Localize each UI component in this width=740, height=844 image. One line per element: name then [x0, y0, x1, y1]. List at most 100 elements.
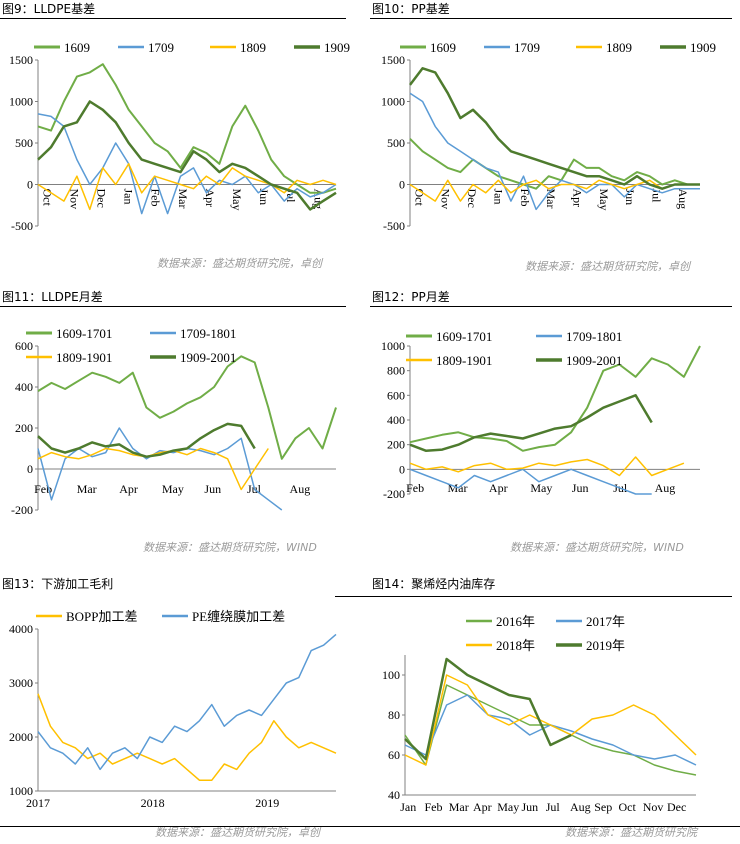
y-tick-label: 100 [382, 668, 400, 682]
series-line [37, 113, 337, 215]
x-tick-label: Nov [643, 800, 664, 814]
y-tick-label: -500 [11, 219, 33, 233]
legend-label: 1809-1901 [56, 350, 112, 365]
y-tick-label: 600 [387, 388, 405, 402]
source-note: 数据来源：盛达期货研究院，卓创 [525, 260, 690, 273]
panel-pp-spread: 图12：PP月差 -200 0 200 400 600 800 1000 Feb Mar Apr M… [370, 288, 740, 558]
x-tick-label: Nov [439, 189, 453, 210]
panel-pp-basis: 图10：PP基差 -500 0 500 1000 1500 Oct Nov Dec Jan Feb… [370, 0, 740, 275]
source-note: 数据来源：盛达期货研究院 [565, 826, 697, 839]
y-tick-label: 1000 [381, 339, 405, 353]
y-tick-label: 1000 [381, 95, 405, 109]
legend-label: 1809 [240, 40, 266, 55]
legend-label: 2017年 [586, 614, 625, 629]
panel-title: 图12：PP月差 [372, 290, 450, 304]
title-rule [335, 596, 732, 597]
x-tick-label: Apr [473, 800, 492, 814]
y-tick-label: 500 [15, 136, 33, 150]
series-line [37, 63, 337, 194]
x-tick-label: Jan [122, 189, 136, 205]
x-tick-label: Nov [67, 189, 81, 210]
series-line [37, 163, 337, 211]
series-line [409, 67, 700, 190]
x-tick-label: Jun [572, 481, 589, 495]
x-tick-label: Oct [618, 800, 636, 814]
y-tick-label: 400 [387, 413, 405, 427]
y-tick-label: 2000 [9, 730, 33, 744]
x-tick-label: Dec [667, 800, 686, 814]
x-tick-label: Jul [546, 800, 561, 814]
y-tick-label: 1500 [9, 53, 33, 67]
x-tick-label: May [230, 189, 244, 211]
x-tick-label: Apr [489, 481, 508, 495]
x-tick-label: Jun [257, 189, 271, 206]
x-tick-label: Jun [204, 482, 221, 496]
panel-title: 图11：LLDPE月差 [2, 290, 103, 304]
y-tick-label: 0 [27, 178, 33, 192]
y-tick-label: 500 [387, 136, 405, 150]
x-tick-label: Jan [400, 800, 416, 814]
legend-label: 1909 [324, 40, 350, 55]
y-tick-label: 800 [387, 364, 405, 378]
legend-label: 2016年 [496, 614, 535, 629]
x-tick-label: Dec [465, 189, 479, 208]
x-tick-label: Aug [290, 482, 311, 496]
y-tick-label: -500 [383, 219, 405, 233]
x-tick-label: Jun [521, 800, 538, 814]
y-tick-label: 0 [27, 462, 33, 476]
series-line [404, 657, 572, 761]
x-tick-label: May [597, 189, 611, 211]
legend-label: PE缠绕膜加工差 [192, 609, 285, 624]
y-tick-label: 600 [15, 339, 33, 353]
y-tick-label: 80 [388, 708, 400, 722]
series-line [37, 633, 337, 771]
source-note: 数据来源：盛达期货研究院，卓创 [157, 257, 322, 270]
x-tick-label: Aug [655, 481, 676, 495]
legend-label: 1709 [148, 40, 174, 55]
legend-label: 1809 [606, 40, 632, 55]
panel-title: 图14：聚烯烃内油库存 [372, 577, 496, 591]
x-tick-label: Aug [676, 189, 690, 210]
x-tick-label: Aug [570, 800, 591, 814]
x-tick-label: May [530, 481, 552, 495]
series-line [37, 355, 337, 460]
panel-polyolefin-inventory: 图14：聚烯烃内油库存 40 60 80 100 Jan Feb Mar Apr May Jun J… [335, 575, 740, 844]
y-tick-label: 60 [388, 748, 400, 762]
legend-label: 1609 [64, 40, 90, 55]
source-note: 数据来源：盛达期货研究院，WIND [143, 541, 317, 554]
source-note: 数据来源：盛达期货研究院，WIND [510, 541, 684, 554]
bottom-rule [0, 826, 740, 827]
title-rule [370, 18, 732, 19]
x-tick-label: May [497, 800, 519, 814]
x-tick-label: Sep [594, 800, 612, 814]
y-tick-label: 0 [399, 178, 405, 192]
x-tick-label: Feb [424, 800, 442, 814]
y-tick-label: 200 [15, 421, 33, 435]
x-tick-label: Mar [77, 482, 97, 496]
legend-label: 1809-1901 [436, 353, 492, 368]
x-tick-label: Jun [623, 189, 637, 206]
y-tick-label: -200 [383, 487, 405, 501]
x-tick-label: 2018 [141, 796, 165, 810]
y-tick-label: 0 [399, 462, 405, 476]
legend-label: 1609-1701 [436, 329, 492, 344]
y-tick-label: 1500 [381, 53, 405, 67]
panel-lldpe-spread: 图11：LLDPE月差 -200 0 200 400 600 Feb Mar Apr May Ju… [0, 288, 370, 558]
x-tick-label: Dec [95, 189, 109, 208]
title-rule [370, 306, 732, 307]
legend-label: 1709-1801 [180, 326, 236, 341]
series-line [404, 674, 697, 766]
y-tick-label: 1000 [9, 95, 33, 109]
y-tick-label: 3000 [9, 676, 33, 690]
x-tick-label: Feb [149, 189, 163, 207]
x-tick-label: Mar [176, 189, 190, 209]
legend-label: 2019年 [586, 638, 625, 653]
series-line [37, 693, 337, 781]
x-tick-label: 2017 [26, 796, 50, 810]
x-tick-label: Feb [406, 481, 424, 495]
y-tick-label: 40 [388, 788, 400, 802]
